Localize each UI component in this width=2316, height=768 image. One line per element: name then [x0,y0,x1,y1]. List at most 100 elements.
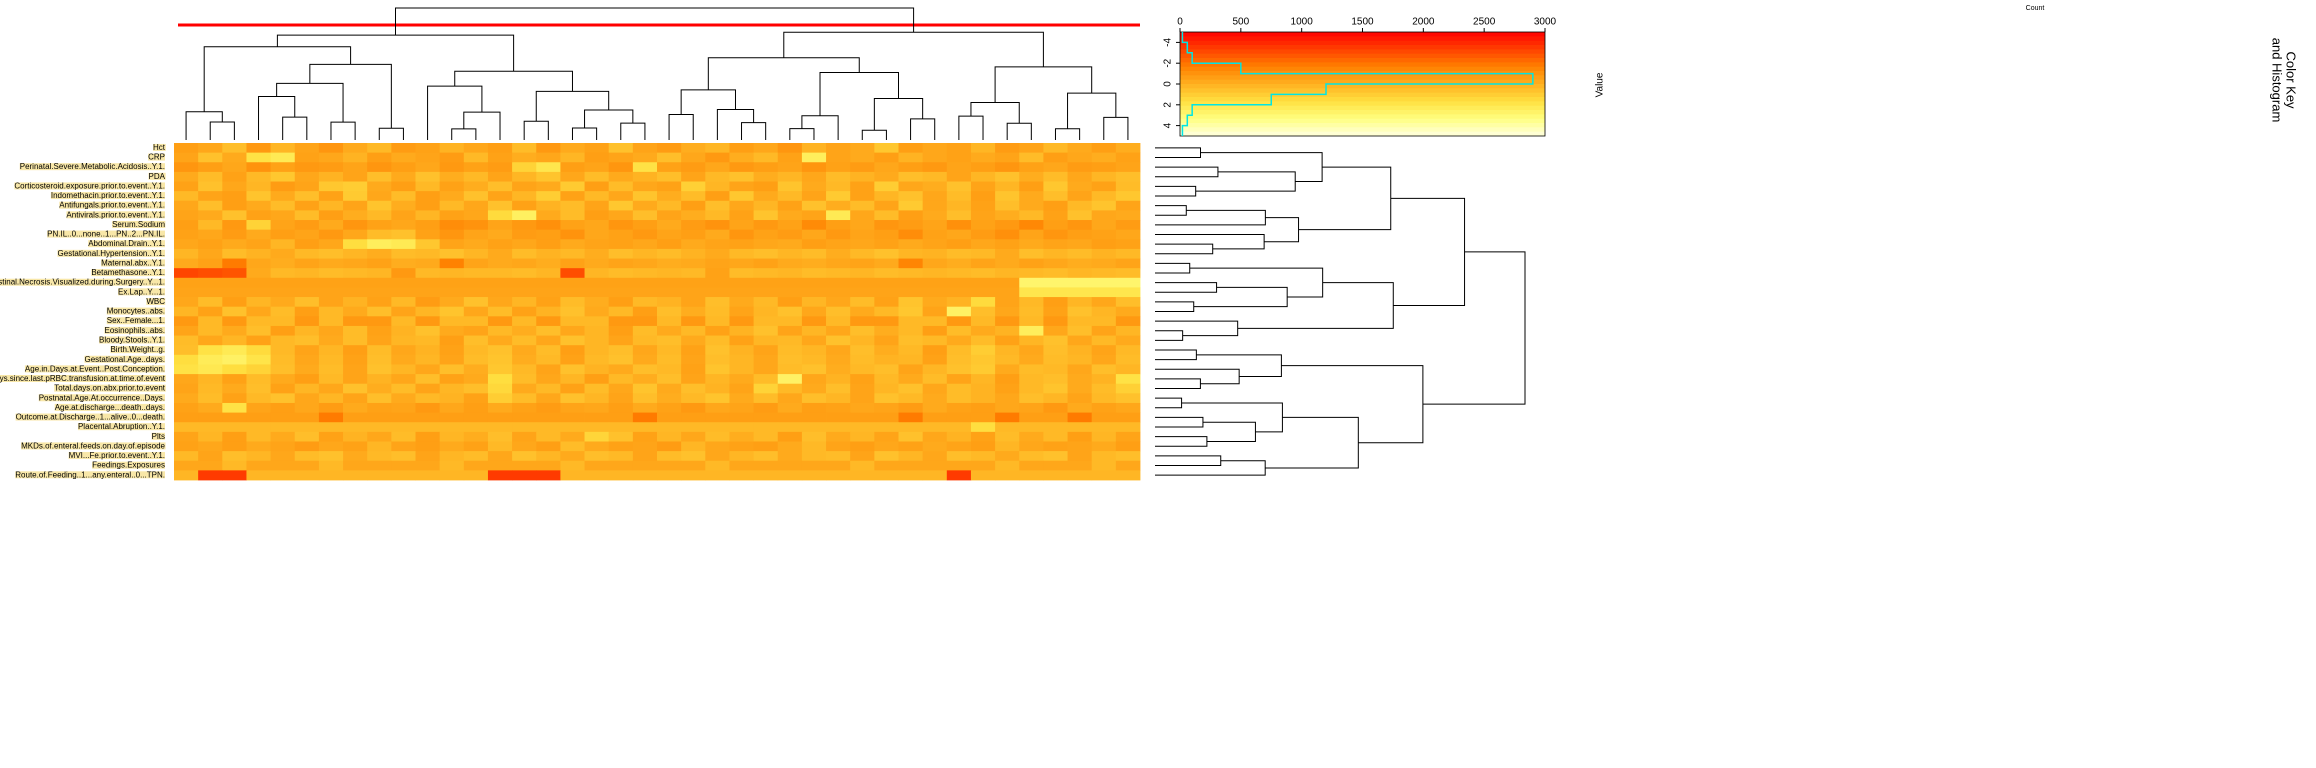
cell [995,422,1020,433]
cell [487,210,513,221]
cell [318,364,344,375]
cell [632,364,658,375]
cell [705,258,730,269]
cell [270,441,296,452]
cell [367,162,392,173]
cell [632,306,658,317]
cell [946,181,972,192]
cell [174,431,199,442]
cell [343,306,368,317]
row-label-highlight [148,153,165,161]
cell [512,277,537,288]
cell [536,441,561,452]
cell [198,402,223,413]
cell [198,162,223,173]
cell [560,268,585,279]
cell [560,422,585,433]
cell [463,297,489,308]
cell [826,152,851,163]
cell [705,152,730,163]
cell [1115,200,1141,211]
cell [174,316,199,327]
cell [1043,345,1068,356]
cell [946,171,972,182]
cell [343,374,368,385]
cell [439,364,465,375]
cell [512,345,537,356]
cell [946,402,972,413]
cell [705,345,730,356]
cell [367,335,392,346]
cell [681,152,706,163]
cell [826,431,851,442]
cell [198,239,223,250]
cell [874,354,899,365]
cell [995,229,1020,240]
cell [222,335,247,346]
cell [270,239,296,250]
cell [294,412,320,423]
cell [222,200,247,211]
cell [415,431,441,442]
cell [174,210,199,221]
cell [729,306,754,317]
cell [343,325,368,336]
cell [560,441,585,452]
cell [246,220,271,231]
cell [246,229,271,240]
cell [415,162,441,173]
cell [826,383,851,394]
cell [826,364,851,375]
cell [1067,306,1093,317]
cell [995,316,1020,327]
cell [608,171,634,182]
cell [753,162,779,173]
cell [729,277,754,288]
key-y-tick-label: 4 [1163,122,1174,128]
row-label-highlight [59,201,165,209]
cell [198,143,223,154]
cell [1091,191,1117,202]
cell [439,393,465,404]
cell [174,422,199,433]
cell [946,383,972,394]
cell [391,306,416,317]
cell [391,297,416,308]
cell [367,181,392,192]
cell [753,402,779,413]
cell [826,181,851,192]
cell [415,345,441,356]
cell [898,297,924,308]
cell [198,287,223,298]
cell [632,412,658,423]
cell [439,335,465,346]
cell [487,470,513,481]
cell [222,239,247,250]
cell [487,402,513,413]
cell [632,287,658,298]
row-label: Antivirals.prior.to.event..Y.1. [66,210,165,219]
cell [705,451,730,462]
cell [367,345,392,356]
cell [439,451,465,462]
cell [1115,431,1141,442]
cell [801,277,827,288]
cell [970,171,996,182]
cell [391,287,416,298]
cell [801,306,827,317]
cell [922,325,948,336]
cell [681,210,706,221]
cell [898,431,924,442]
cell [801,162,827,173]
cell [801,239,827,250]
cell [922,402,948,413]
cell [922,364,948,375]
cell [801,325,827,336]
cell [632,200,658,211]
cell [487,306,513,317]
cell [850,229,875,240]
cell [632,268,658,279]
cell [946,220,972,231]
row-label: CRP [148,153,165,162]
cell [415,374,441,385]
